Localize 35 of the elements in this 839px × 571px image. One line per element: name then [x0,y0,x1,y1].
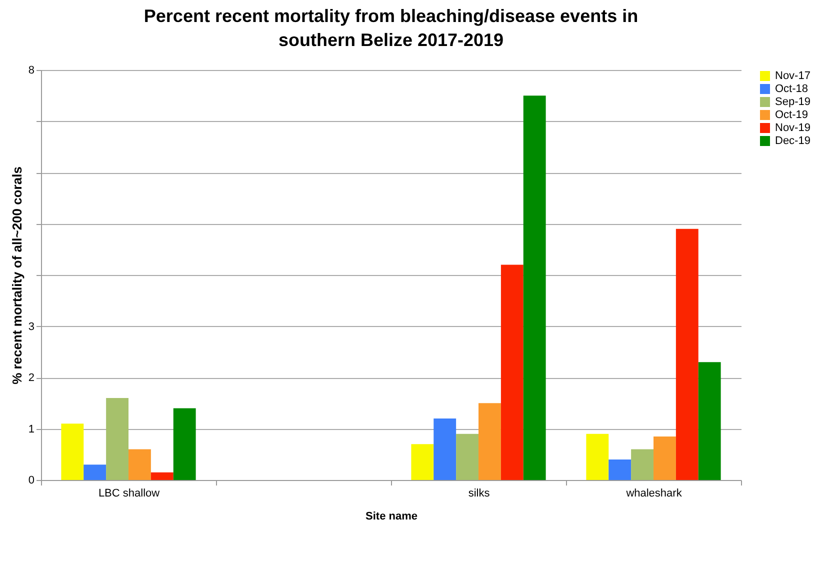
y-tick-label: 3 [28,320,34,333]
y-axis-title: % recent mortality of all~200 corals [9,166,24,384]
bar [698,362,721,480]
legend-label: Sep-19 [775,96,810,108]
bar [434,418,456,480]
y-tick-label: 1 [28,423,34,436]
legend-label: Dec-19 [775,135,810,147]
bar [84,464,106,480]
bar [500,264,524,480]
bar [676,228,698,480]
x-tick-label: whaleshark [625,488,682,500]
x-axis-title: Site name [366,510,418,522]
legend-label: Nov-19 [775,122,810,134]
bar [456,434,478,480]
legend-label: Oct-19 [775,109,808,121]
bar [128,449,151,480]
legend-label: Nov-17 [775,70,810,82]
legend-label: Oct-18 [775,83,808,95]
x-tick-label: LBC shallow [98,488,160,500]
bar [631,449,654,480]
bar [523,96,546,480]
bar [106,398,128,480]
bar [173,408,196,480]
chart-title: Percent recent mortality from bleaching/disease events in southern Belize 2017-2019 [144,6,638,50]
bar [411,444,434,480]
x-tick-label: silks [468,488,490,500]
bar [586,434,609,480]
bar [478,403,501,480]
y-tick-label: 2 [28,372,34,384]
y-tick-label: 0 [28,474,34,486]
bar [608,460,632,480]
y-tick-label: 8 [28,64,34,76]
bar [61,424,84,480]
bar [150,472,174,480]
bar [654,436,676,480]
